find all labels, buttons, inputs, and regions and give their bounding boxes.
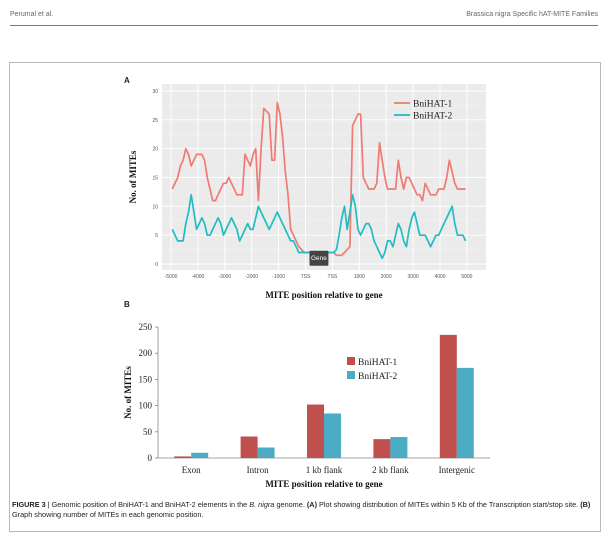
legend-label: BniHAT-2: [358, 372, 397, 382]
caption-panel-a-text: Plot showing distribution of MITEs withi…: [317, 500, 581, 509]
category-label: Intron: [247, 465, 269, 475]
y-tick-label: 100: [139, 401, 153, 411]
category-label: Intergenic: [439, 465, 475, 475]
y-tick-label: 20: [152, 147, 158, 153]
caption-separator: |: [45, 500, 52, 509]
y-tick-label: 25: [152, 118, 158, 124]
x-tick-label: 2000: [381, 274, 392, 280]
bar-bnihat-2-exon: [191, 452, 209, 458]
legend-swatch: [347, 371, 355, 379]
y-axis-title: No. of MITEs: [123, 366, 133, 419]
x-tick-label: 5000: [461, 274, 472, 280]
caption-panel-b-text: Graph showing number of MITEs in each ge…: [12, 510, 204, 519]
x-tick-label: -5000: [165, 274, 178, 280]
legend-label: BniHAT-1: [413, 100, 452, 110]
x-tick-label: -1000: [272, 274, 285, 280]
y-axis-title: No. of MITEs: [128, 150, 138, 203]
x-tick-label: -4000: [192, 274, 205, 280]
y-tick-label: 200: [139, 348, 153, 358]
x-axis-title: MITE position relative to gene: [265, 290, 382, 300]
gene-box: [309, 250, 329, 266]
bar-bnihat-2-1-kb-flank: [324, 413, 341, 458]
y-tick-label: 150: [139, 374, 153, 384]
caption-panel-b-label: (B): [580, 500, 591, 509]
x-tick-label: TSS: [301, 274, 311, 280]
y-tick-label: 0: [155, 262, 158, 268]
x-tick-label: -3000: [218, 274, 231, 280]
x-tick-label: -2000: [245, 274, 258, 280]
x-tick-label: 4000: [434, 274, 445, 280]
category-label: 2 kb flank: [372, 465, 409, 475]
caption-text-2: genome.: [274, 500, 307, 509]
bar-bnihat-1-1-kb-flank: [307, 404, 324, 458]
caption-species: B. nigra: [249, 500, 275, 509]
x-tick-label: 3000: [408, 274, 419, 280]
legend-swatch: [347, 357, 355, 365]
caption-text-1: Genomic position of BniHAT-1 and BniHAT-…: [51, 500, 250, 509]
running-header-title: Brassica nigra Specific hAT-MITE Familie…: [466, 11, 598, 18]
y-tick-label: 10: [152, 204, 158, 210]
y-tick-label: 50: [143, 427, 153, 437]
legend-label: BniHAT-2: [413, 112, 452, 122]
category-label: 1 kb flank: [306, 465, 343, 475]
bar-bnihat-1-exon: [174, 456, 192, 458]
y-tick-label: 250: [139, 322, 153, 332]
bar-bnihat-2-2-kb-flank: [390, 437, 408, 458]
bar-bnihat-2-intergenic: [456, 367, 474, 458]
gene-label: Gene: [311, 255, 327, 262]
x-tick-label: 1000: [354, 274, 365, 280]
panel-a-label: A: [124, 76, 130, 85]
panel-b-label: B: [124, 300, 130, 309]
x-axis-title: MITE position relative to gene: [265, 479, 382, 489]
running-header-authors: Perumal et al.: [10, 11, 54, 18]
y-tick-label: 30: [152, 89, 158, 95]
plot-a-background: [162, 84, 486, 270]
legend-label: BniHAT-1: [358, 358, 397, 368]
y-tick-label: 5: [155, 233, 158, 239]
bar-bnihat-1-2-kb-flank: [373, 439, 391, 458]
figure-caption: FIGURE 3 | Genomic position of BniHAT-1 …: [12, 500, 597, 520]
bar-bnihat-1-intergenic: [439, 334, 457, 458]
y-tick-label: 0: [148, 453, 153, 463]
caption-figure-number: FIGURE 3: [12, 500, 46, 509]
x-tick-label: TSS: [328, 274, 338, 280]
bar-bnihat-1-intron: [240, 436, 258, 458]
y-tick-label: 15: [152, 176, 158, 182]
category-label: Exon: [182, 465, 201, 475]
caption-panel-a-label: (A): [306, 500, 318, 509]
bar-bnihat-2-intron: [257, 447, 275, 458]
header-rule: [10, 25, 598, 26]
